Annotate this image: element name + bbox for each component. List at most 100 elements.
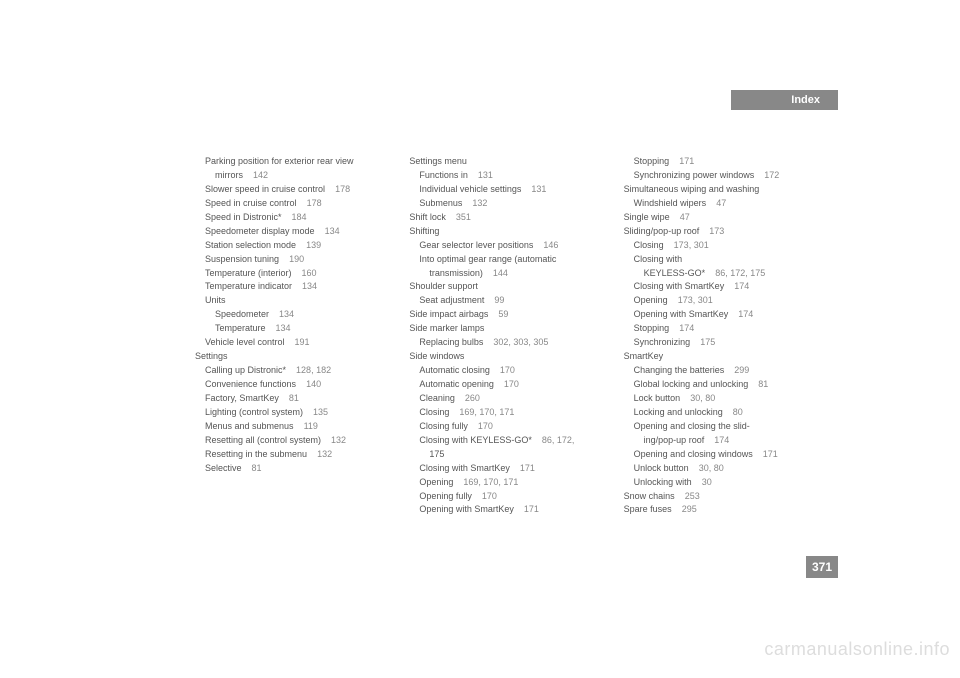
index-entry-pages: 171 (763, 449, 778, 459)
index-entry-text: Replacing bulbs (419, 337, 483, 347)
index-entry-pages: 30, 80 (690, 393, 715, 403)
index-entry: Opening with SmartKey171 (409, 503, 603, 517)
index-entry-pages: 59 (498, 309, 508, 319)
index-entry: Simultaneous wiping and washing (624, 183, 818, 197)
index-entry-pages: 81 (252, 463, 262, 473)
index-entry-text: Cleaning (419, 393, 455, 403)
index-entry-text: Synchronizing (634, 337, 691, 347)
index-entry: Cleaning 260 (409, 392, 603, 406)
index-entry-pages: 132 (317, 449, 332, 459)
index-entry-pages: 173, 301 (678, 295, 713, 305)
index-entry-pages: 139 (306, 240, 321, 250)
index-entry-pages: 135 (313, 407, 328, 417)
index-entry-pages: 80 (733, 407, 743, 417)
index-column-1: Parking position for exterior rear viewm… (195, 155, 389, 517)
index-entry-pages: 142 (253, 170, 268, 180)
index-entry: Unlocking with30 (624, 476, 818, 490)
index-entry-text: Menus and submenus (205, 421, 294, 431)
index-entry-text: Seat adjustment (419, 295, 484, 305)
index-entry-pages: 131 (531, 184, 546, 194)
index-entry: Opening and closing the slid- (624, 420, 818, 434)
index-entry-text: Resetting all (control system) (205, 435, 321, 445)
index-entry-text: Station selection mode (205, 240, 296, 250)
index-entry-pages: 146 (543, 240, 558, 250)
index-entry-text: Single wipe (624, 212, 670, 222)
index-entry-pages: 86, 172, 175 (715, 268, 765, 278)
index-entry: Shoulder support (409, 280, 603, 294)
index-entry-pages: 260 (465, 393, 480, 403)
index-entry: Lighting (control system)135 (195, 406, 389, 420)
index-entry-pages: 171 (679, 156, 694, 166)
index-entry-text: Simultaneous wiping and washing (624, 184, 760, 194)
index-entry-text: Closing with KEYLESS-GO* (419, 435, 532, 445)
index-entry: Individual vehicle settings131 (409, 183, 603, 197)
index-entry: Synchronizing175 (624, 336, 818, 350)
index-entry-text: Settings (195, 351, 228, 361)
index-entry-text: ing/pop-up roof (644, 435, 705, 445)
index-entry-pages: 173, 301 (674, 240, 709, 250)
index-entry-pages: 169, 170, 171 (459, 407, 514, 417)
index-entry-pages: 178 (307, 198, 322, 208)
index-entry: transmission)144 (409, 267, 603, 281)
index-entry-pages: 86, 172, (542, 435, 575, 445)
index-entry-pages: 178 (335, 184, 350, 194)
index-entry-text: Unlocking with (634, 477, 692, 487)
index-entry: Functions in131 (409, 169, 603, 183)
index-entry-pages: 169, 170, 171 (463, 477, 518, 487)
index-entry: Into optimal gear range (automatic (409, 253, 603, 267)
index-entry-pages: 119 (304, 421, 318, 431)
index-entry-text: Opening (419, 477, 453, 487)
index-entry-pages: 253 (685, 491, 700, 501)
index-entry: Submenus132 (409, 197, 603, 211)
index-entry: Speed in Distronic* 184 (195, 211, 389, 225)
index-entry: Temperature indicator134 (195, 280, 389, 294)
index-entry-text: Speed in Distronic* (205, 212, 282, 222)
index-entry-pages: 47 (716, 198, 726, 208)
index-entry-text: Shift lock (409, 212, 446, 222)
index-entry: Side windows (409, 350, 603, 364)
index-entry: Slower speed in cruise control178 (195, 183, 389, 197)
index-entry-pages: 295 (682, 504, 697, 514)
index-entry-text: Into optimal gear range (automatic (419, 254, 556, 264)
index-header-tab: Index (731, 90, 838, 110)
index-entry-pages: 128, 182 (296, 365, 331, 375)
index-entry-text: Closing (419, 407, 449, 417)
index-entry-text: Calling up Distronic* (205, 365, 286, 375)
index-entry: KEYLESS-GO*86, 172, 175 (624, 267, 818, 281)
index-entry: Closing with (624, 253, 818, 267)
index-entry: Closing173, 301 (624, 239, 818, 253)
index-entry-pages: 170 (482, 491, 497, 501)
page-number-box: 371 (806, 556, 838, 578)
index-entry-text: Stopping (634, 323, 670, 333)
index-entry-text: SmartKey (624, 351, 664, 361)
index-entry-pages: 174 (734, 281, 749, 291)
index-entry-text: Closing with (634, 254, 683, 264)
index-entry: Settings (195, 350, 389, 364)
index-entry: ing/pop-up roof174 (624, 434, 818, 448)
index-entry: Automatic closing170 (409, 364, 603, 378)
index-entry: Shifting (409, 225, 603, 239)
index-entry: Stopping171 (624, 155, 818, 169)
index-entry: SmartKey (624, 350, 818, 364)
index-column-3: Stopping171Synchronizing power windows17… (624, 155, 818, 517)
index-entry: Temperature134 (195, 322, 389, 336)
index-column-2: Settings menuFunctions in131Individual v… (409, 155, 603, 517)
index-entry-text: Shifting (409, 226, 439, 236)
index-entry-text: Synchronizing power windows (634, 170, 755, 180)
index-entry: Speedometer display mode134 (195, 225, 389, 239)
index-entry-pages: 170 (478, 421, 493, 431)
index-entry-text: Shoulder support (409, 281, 478, 291)
index-entry-text: mirrors (215, 170, 243, 180)
index-entry-pages: 174 (738, 309, 753, 319)
index-entry-text: Units (205, 295, 226, 305)
index-entry: Vehicle level control191 (195, 336, 389, 350)
index-entry: Opening and closing windows171 (624, 448, 818, 462)
index-entry-pages: 171 (524, 504, 539, 514)
index-entry: Station selection mode 139 (195, 239, 389, 253)
index-entry: Convenience functions140 (195, 378, 389, 392)
index-entry: Seat adjustment99 (409, 294, 603, 308)
index-entry-pages: 184 (292, 212, 307, 222)
index-entry-text: Speed in cruise control (205, 198, 297, 208)
index-entry: Selective81 (195, 462, 389, 476)
index-entry: Factory, SmartKey81 (195, 392, 389, 406)
